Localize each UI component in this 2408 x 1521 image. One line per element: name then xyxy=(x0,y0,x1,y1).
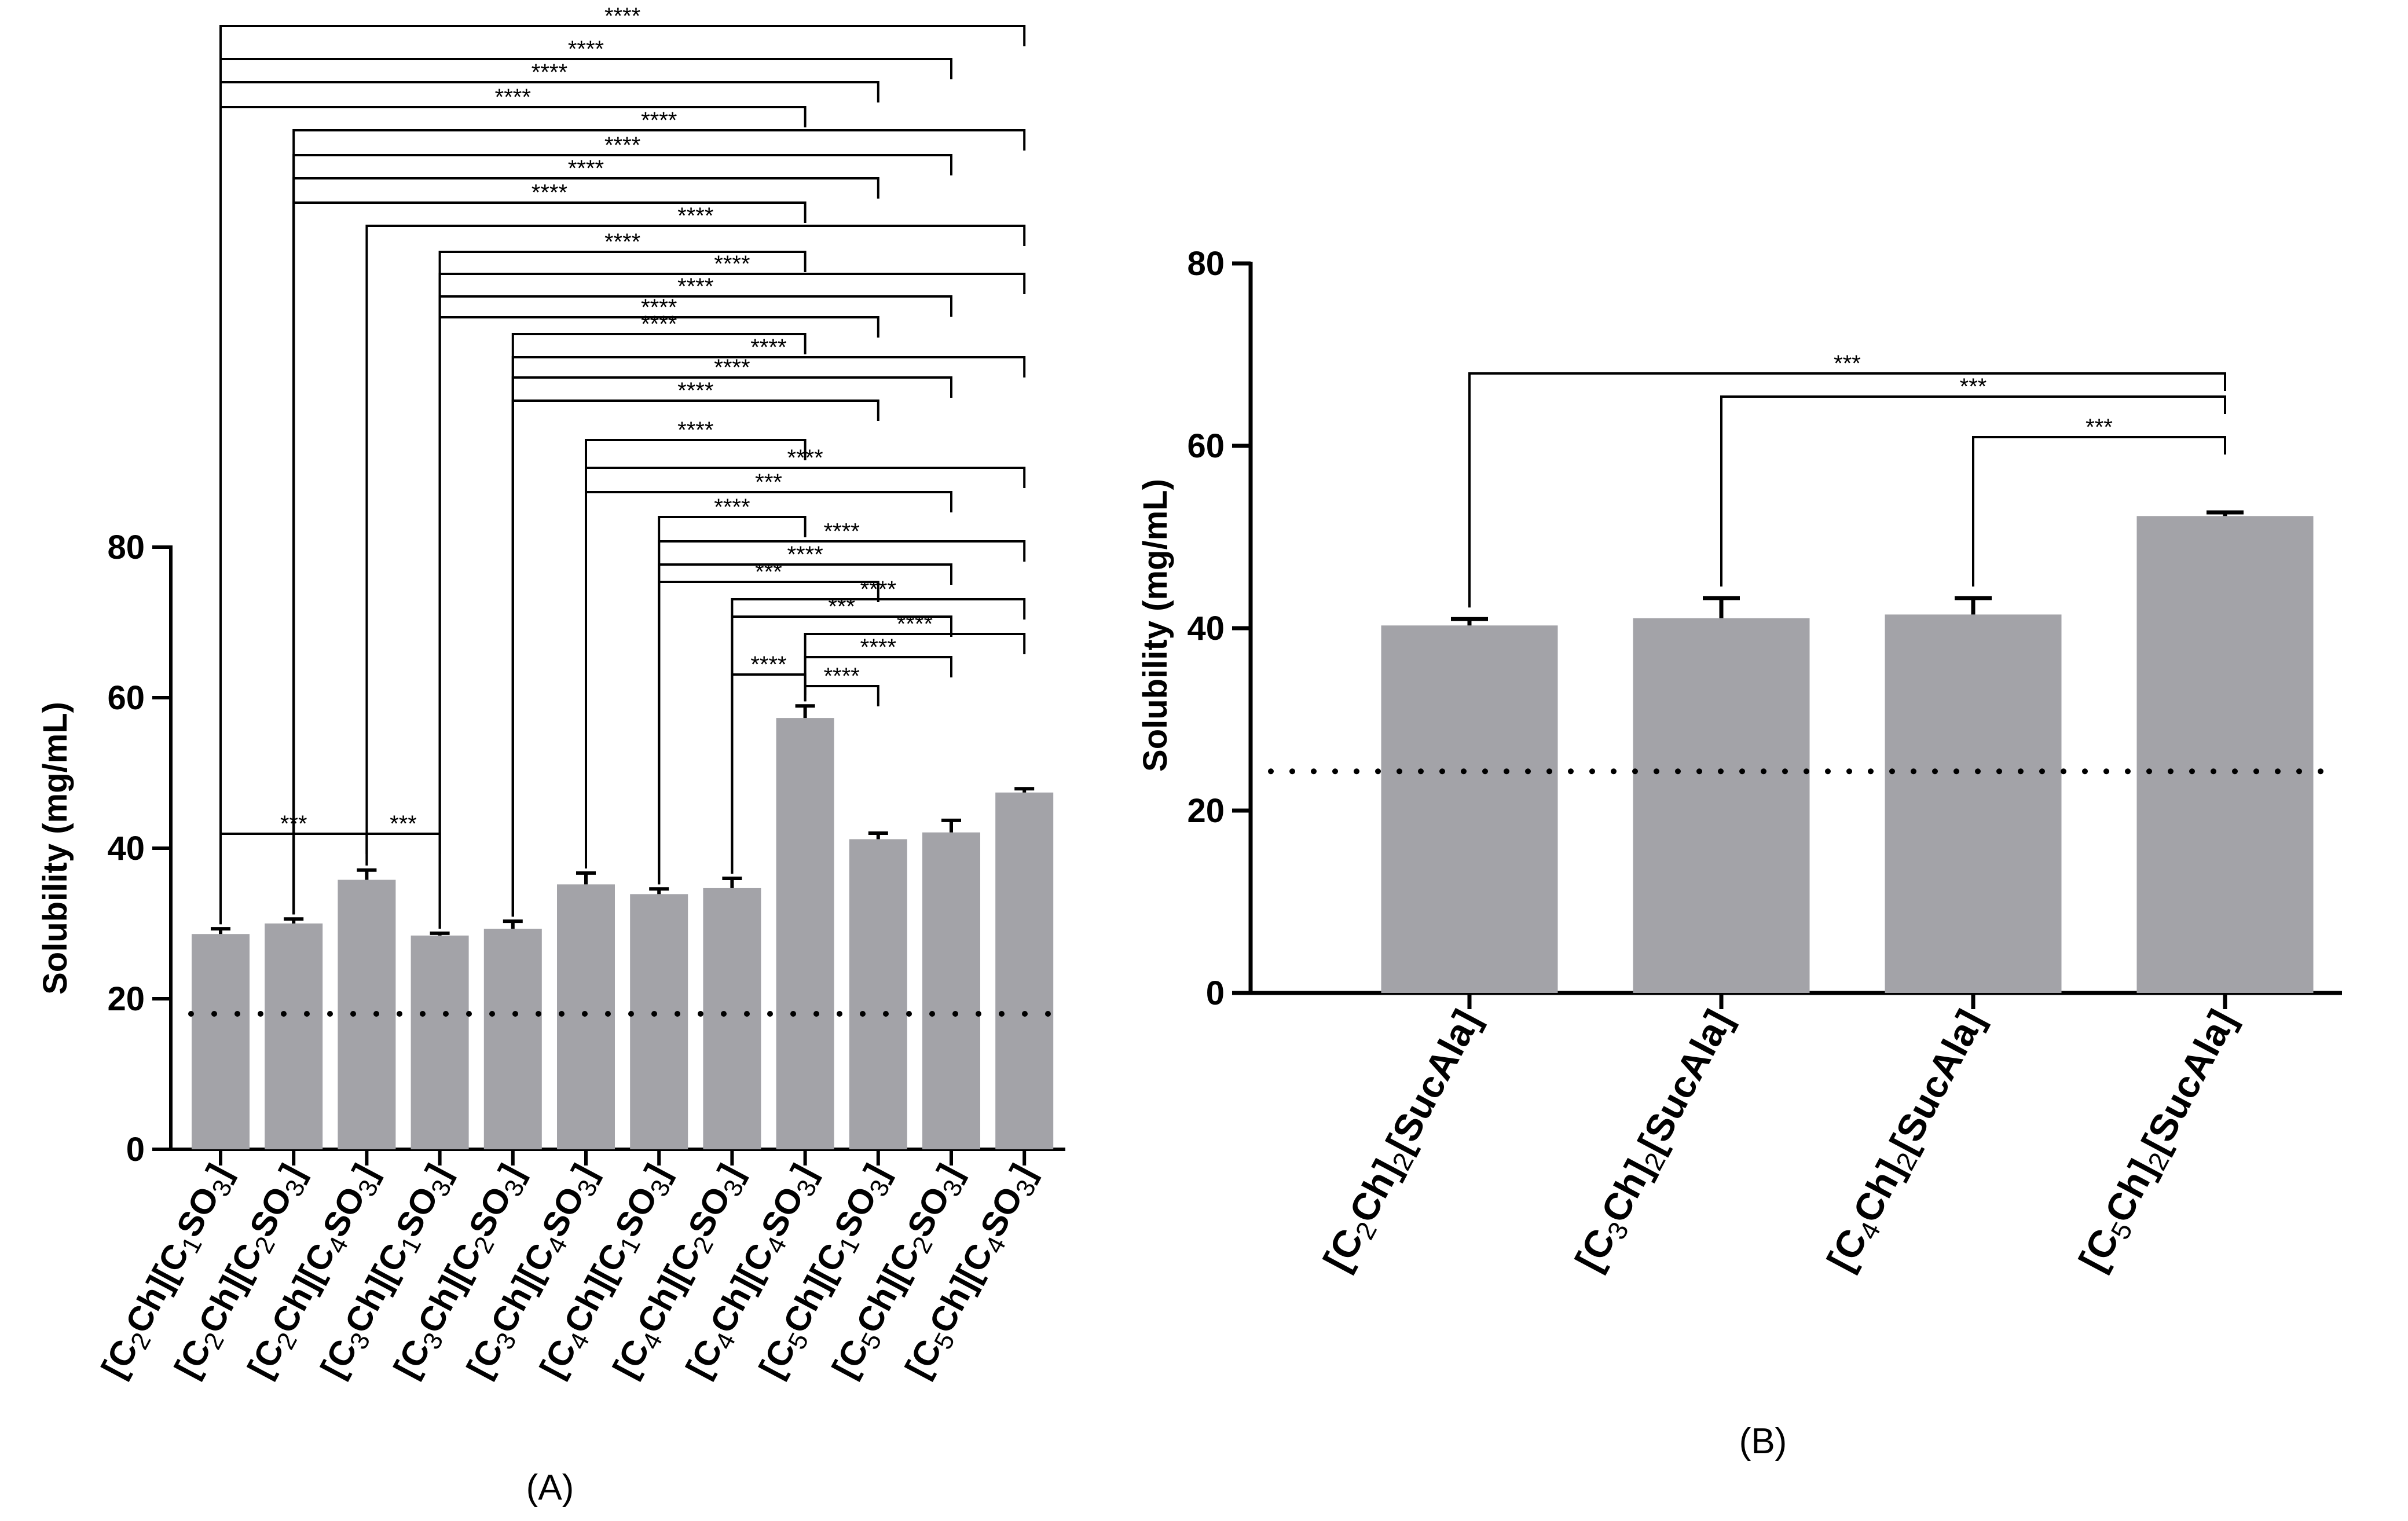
significance-bracket xyxy=(658,581,879,885)
significance-label: **** xyxy=(677,203,713,229)
significance-label: **** xyxy=(824,664,860,689)
y-tick-label: 60 xyxy=(107,679,145,717)
y-tick-label: 40 xyxy=(1187,610,1225,647)
bar xyxy=(995,792,1054,1149)
significance-label: **** xyxy=(495,85,531,110)
x-category-label: [C4Ch]2[SucAla] xyxy=(1819,1003,1996,1280)
significance-label: **** xyxy=(604,3,640,29)
significance-label: **** xyxy=(604,133,640,158)
significance-bracket xyxy=(438,316,879,929)
significance-label: **** xyxy=(714,251,750,277)
significance-bracket xyxy=(1468,372,2226,608)
significance-label: *** xyxy=(280,811,307,837)
significance-bracket xyxy=(585,491,952,868)
significance-label: **** xyxy=(641,108,677,133)
significance-label: **** xyxy=(860,577,896,602)
bar xyxy=(411,935,469,1149)
bar xyxy=(630,894,688,1149)
bar xyxy=(1633,618,1810,993)
x-category-label: [C3Ch][C2SO3] xyxy=(386,1158,536,1387)
significance-bracket xyxy=(365,833,441,866)
bar xyxy=(2136,516,2314,993)
significance-label: **** xyxy=(677,378,713,404)
bar xyxy=(1885,614,2062,993)
significance-bracket xyxy=(1720,395,2226,587)
bar xyxy=(483,929,542,1149)
bar xyxy=(557,884,615,1149)
chart-panel-b: 0 20 40 60 80 Solubility (mg/mL) [C2Ch]2[SucAl… xyxy=(1137,245,2342,1461)
significance-label: *** xyxy=(2086,415,2113,440)
label-part: Ch][C xyxy=(118,1237,197,1339)
y-tick-label: 0 xyxy=(126,1131,145,1168)
label-part: [SucAla] xyxy=(1377,1003,1488,1160)
x-category-label: [C2Ch]2[SucAla] xyxy=(1315,1003,1492,1280)
significance-label: **** xyxy=(860,635,896,660)
significance-label: **** xyxy=(824,519,860,544)
label-part: [SucAla] xyxy=(2133,1003,2244,1160)
significance-bracket xyxy=(219,106,807,925)
significance-label: **** xyxy=(787,542,823,567)
bar xyxy=(1381,625,1558,993)
bar xyxy=(922,832,980,1149)
y-tick-label: 40 xyxy=(107,830,145,867)
significance-label: *** xyxy=(755,559,782,585)
bar xyxy=(192,934,250,1149)
y-tick-label: 20 xyxy=(107,980,145,1018)
significance-label: **** xyxy=(897,611,933,637)
label-part: [SucAla] xyxy=(1629,1003,1740,1160)
significance-bracket xyxy=(511,400,879,917)
bar xyxy=(338,879,396,1149)
significance-bracket xyxy=(804,685,879,706)
y-tick-label: 80 xyxy=(107,529,145,566)
significance-bracket xyxy=(292,201,807,915)
x-category-label: [C5Ch]2[SucAla] xyxy=(2070,1003,2248,1280)
y-axis-title: Solubility (mg/mL) xyxy=(36,702,74,995)
panel-label: (A) xyxy=(526,1468,574,1508)
y-tick-label: 60 xyxy=(1187,427,1225,465)
significance-label: *** xyxy=(1834,351,1861,376)
significance-label: **** xyxy=(568,156,604,181)
bar xyxy=(703,888,761,1149)
significance-label: **** xyxy=(532,60,567,85)
panel-label: (B) xyxy=(1739,1421,1787,1461)
significance-label: *** xyxy=(390,811,417,837)
x-category-label: [C3Ch]2[SucAla] xyxy=(1567,1003,1744,1280)
y-tick-label: 80 xyxy=(1187,245,1225,283)
significance-bracket xyxy=(365,225,1026,866)
significance-label: **** xyxy=(750,652,786,677)
significance-label: *** xyxy=(828,594,855,620)
significance-bracket xyxy=(1972,436,2226,587)
label-part: [SucAla] xyxy=(1881,1003,1992,1160)
bar xyxy=(849,839,907,1149)
significance-label: **** xyxy=(750,335,786,360)
significance-label: **** xyxy=(714,355,750,380)
significance-label: **** xyxy=(568,36,604,62)
y-axis-title: Solubility (mg/mL) xyxy=(1137,479,1174,772)
significance-label: *** xyxy=(755,470,782,495)
bar xyxy=(776,718,834,1149)
significance-label: **** xyxy=(677,274,713,299)
significance-label: **** xyxy=(532,180,567,206)
significance-label: **** xyxy=(714,494,750,520)
significance-label: **** xyxy=(641,311,677,337)
significance-label: **** xyxy=(604,229,640,255)
significance-label: **** xyxy=(641,295,677,320)
significance-bracket xyxy=(219,25,1026,925)
y-tick-label: 20 xyxy=(1187,792,1225,830)
significance-label: **** xyxy=(787,445,823,471)
y-tick-label: 0 xyxy=(1206,974,1225,1012)
significance-label: *** xyxy=(1960,374,1987,400)
bar xyxy=(265,923,323,1149)
significance-label: **** xyxy=(677,417,713,443)
significance-bracket xyxy=(804,656,952,702)
